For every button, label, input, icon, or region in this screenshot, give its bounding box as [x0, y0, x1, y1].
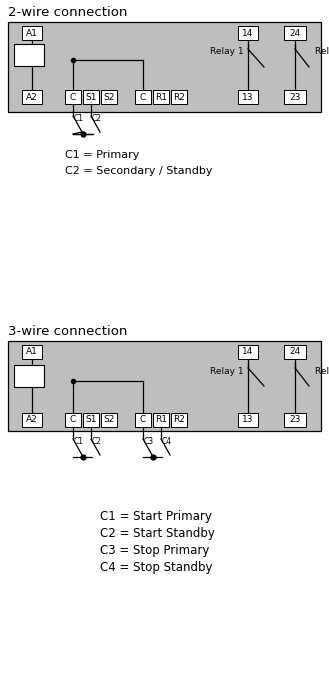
- Bar: [22, 345, 42, 359]
- Text: C2 = Start Standby: C2 = Start Standby: [100, 527, 215, 540]
- Bar: [22, 90, 42, 104]
- Text: S2: S2: [103, 92, 115, 102]
- Bar: [14, 44, 44, 66]
- Bar: [8, 22, 321, 112]
- Text: S1: S1: [85, 92, 97, 102]
- Text: 13: 13: [242, 92, 254, 102]
- Text: C4: C4: [162, 437, 172, 446]
- Text: R1: R1: [155, 416, 167, 424]
- Text: C: C: [70, 92, 76, 102]
- Text: C4 = Stop Standby: C4 = Stop Standby: [100, 561, 213, 574]
- Text: Relay 1: Relay 1: [210, 47, 244, 56]
- Text: S1: S1: [85, 416, 97, 424]
- Bar: [83, 90, 99, 104]
- Bar: [284, 26, 306, 40]
- Text: 14: 14: [242, 347, 254, 356]
- Bar: [65, 413, 81, 427]
- Bar: [135, 90, 151, 104]
- Text: Relay 2: Relay 2: [315, 367, 329, 376]
- Text: 14: 14: [242, 28, 254, 38]
- Text: A2: A2: [26, 416, 38, 424]
- Text: C1 = Primary: C1 = Primary: [65, 150, 139, 160]
- Text: C1: C1: [74, 437, 84, 446]
- Bar: [83, 413, 99, 427]
- Bar: [101, 90, 117, 104]
- Bar: [284, 345, 306, 359]
- Text: 24: 24: [290, 28, 301, 38]
- Text: 13: 13: [242, 416, 254, 424]
- Text: 3-wire connection: 3-wire connection: [8, 325, 127, 338]
- Text: 2-wire connection: 2-wire connection: [8, 6, 127, 19]
- Bar: [238, 345, 258, 359]
- Text: C3: C3: [144, 437, 154, 446]
- Text: 23: 23: [289, 416, 301, 424]
- Bar: [22, 26, 42, 40]
- Text: 24: 24: [290, 347, 301, 356]
- Bar: [8, 341, 321, 431]
- Text: R2: R2: [173, 92, 185, 102]
- Bar: [22, 413, 42, 427]
- Text: C: C: [70, 416, 76, 424]
- Bar: [284, 90, 306, 104]
- Text: A1: A1: [26, 28, 38, 38]
- Text: Relay 2: Relay 2: [315, 47, 329, 56]
- Bar: [238, 90, 258, 104]
- Text: C2: C2: [92, 114, 102, 123]
- Bar: [153, 90, 169, 104]
- Bar: [101, 413, 117, 427]
- Text: 23: 23: [289, 92, 301, 102]
- Bar: [14, 365, 44, 387]
- Text: S2: S2: [103, 416, 115, 424]
- Text: C2: C2: [92, 437, 102, 446]
- Text: A1: A1: [26, 347, 38, 356]
- Bar: [284, 413, 306, 427]
- Bar: [171, 413, 187, 427]
- Bar: [153, 413, 169, 427]
- Text: Relay 1: Relay 1: [210, 367, 244, 376]
- Bar: [238, 26, 258, 40]
- Text: C1: C1: [74, 114, 84, 123]
- Text: C3 = Stop Primary: C3 = Stop Primary: [100, 544, 209, 557]
- Text: C2 = Secondary / Standby: C2 = Secondary / Standby: [65, 166, 213, 176]
- Text: C1 = Start Primary: C1 = Start Primary: [100, 510, 212, 523]
- Text: R1: R1: [155, 92, 167, 102]
- Text: R2: R2: [173, 416, 185, 424]
- Bar: [65, 90, 81, 104]
- Text: C: C: [140, 92, 146, 102]
- Text: A2: A2: [26, 92, 38, 102]
- Bar: [171, 90, 187, 104]
- Bar: [135, 413, 151, 427]
- Text: C: C: [140, 416, 146, 424]
- Bar: [238, 413, 258, 427]
